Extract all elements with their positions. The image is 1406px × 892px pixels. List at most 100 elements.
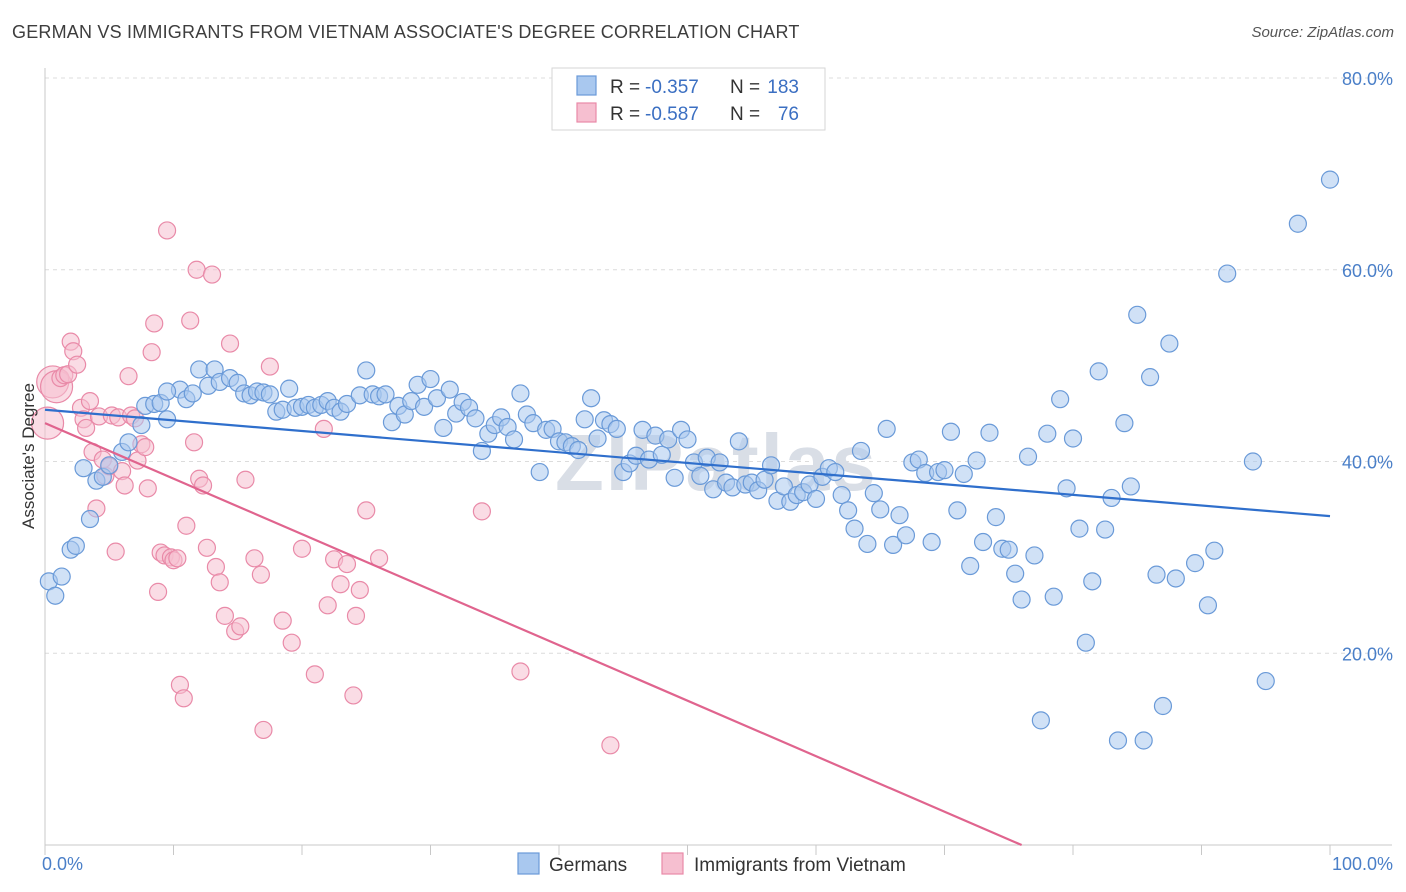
german-point [575, 410, 594, 429]
vietnam-point [174, 689, 193, 708]
german-point [1018, 447, 1038, 466]
german-point [1057, 479, 1076, 498]
vietnam-point [206, 557, 226, 577]
german-point [1140, 368, 1160, 387]
german-point [434, 418, 453, 438]
german-point [100, 456, 119, 475]
german-point [1185, 554, 1205, 573]
bottom-legend-swatch-vietnam [661, 852, 684, 875]
vietnam-point [197, 538, 217, 557]
vietnam-point [472, 502, 491, 521]
vietnam-point [511, 662, 530, 681]
german-point [183, 384, 202, 403]
vietnam-point [184, 433, 204, 452]
vietnam-point [260, 357, 279, 376]
german-point [858, 534, 877, 554]
vietnam-point [344, 686, 363, 705]
vietnam-point [314, 419, 333, 439]
german-point [1147, 565, 1166, 584]
axes [44, 68, 1392, 855]
y-axis-label: Associate's Degree [19, 383, 38, 529]
vietnam-trend-line [44, 422, 1023, 847]
legend-r-label: R = [610, 104, 640, 125]
german-point [1218, 264, 1237, 283]
vietnam-point [145, 314, 164, 333]
legend-swatch-vietnam [576, 102, 597, 123]
german-point [46, 586, 65, 605]
vietnam-point [142, 343, 161, 362]
german-point [1134, 731, 1153, 750]
german-point [710, 453, 729, 472]
legend-r-value: -0.587 [645, 104, 699, 125]
vietnam-point [350, 580, 369, 600]
legend-n-label: N = [730, 77, 760, 98]
y-tick-labels: 20.0% 40.0% 60.0% 80.0% [1342, 69, 1393, 664]
german-point [466, 409, 485, 428]
german-point [729, 432, 749, 451]
vietnam-point [357, 501, 376, 520]
german-point [190, 360, 209, 379]
german-point [80, 509, 100, 529]
bottom-legend-vietnam: Immigrants from Vietnam [694, 855, 906, 876]
german-point [357, 361, 376, 380]
german-point [440, 380, 459, 399]
vietnam-point [77, 418, 96, 438]
german-point [1083, 572, 1102, 591]
german-point [948, 501, 967, 520]
vietnam-point [220, 334, 240, 353]
german-point [986, 508, 1006, 527]
german-point [280, 379, 299, 398]
vietnam-point [305, 665, 324, 684]
german-point [1256, 671, 1275, 691]
vietnam-point [346, 606, 366, 625]
german-point [132, 415, 151, 435]
german-point [1044, 587, 1063, 606]
vietnam-point [601, 736, 620, 755]
german-point [980, 423, 999, 442]
legend-r-label: R = [610, 77, 640, 98]
vietnam-point [187, 260, 206, 279]
german-point [1038, 424, 1057, 443]
german-point [588, 429, 607, 448]
german-point [1012, 590, 1031, 609]
vietnam-point [215, 606, 234, 625]
vietnam-point [337, 554, 357, 574]
vietnam-point [68, 355, 87, 374]
german-point [806, 489, 826, 508]
grid-lines [45, 77, 1392, 654]
german-point [1076, 633, 1095, 652]
y-tick-label: 80.0% [1342, 69, 1393, 89]
vietnam-point [292, 539, 312, 558]
vietnam-point [106, 542, 125, 561]
german-point [1320, 170, 1340, 189]
vietnam-point [318, 596, 337, 615]
german-point [659, 430, 678, 449]
german-point [961, 556, 980, 576]
german-point [1121, 477, 1140, 496]
vietnam-point [136, 438, 155, 457]
german-point [826, 462, 845, 482]
german-point [851, 441, 871, 461]
german-point [569, 440, 588, 460]
vietnam-point [245, 549, 264, 568]
german-point [1070, 519, 1089, 538]
german-point [652, 445, 671, 464]
vietnam-point [138, 479, 157, 498]
german-points [39, 170, 1340, 750]
vietnam-point [273, 611, 292, 630]
german-point [871, 500, 890, 519]
german-point [665, 468, 684, 487]
y-tick-label: 20.0% [1342, 644, 1393, 664]
vietnam-point [119, 367, 138, 386]
german-point [74, 459, 93, 478]
x-tick-label: 100.0% [1332, 854, 1393, 874]
vietnam-point [236, 470, 255, 489]
vietnam-point [168, 549, 187, 568]
german-point [774, 477, 793, 496]
german-point [864, 484, 883, 503]
german-point [1198, 596, 1218, 615]
german-point [973, 532, 993, 552]
chart-title: GERMAN VS IMMIGRANTS FROM VIETNAM ASSOCI… [12, 22, 800, 42]
german-point [511, 384, 530, 403]
vietnam-point [210, 573, 229, 592]
